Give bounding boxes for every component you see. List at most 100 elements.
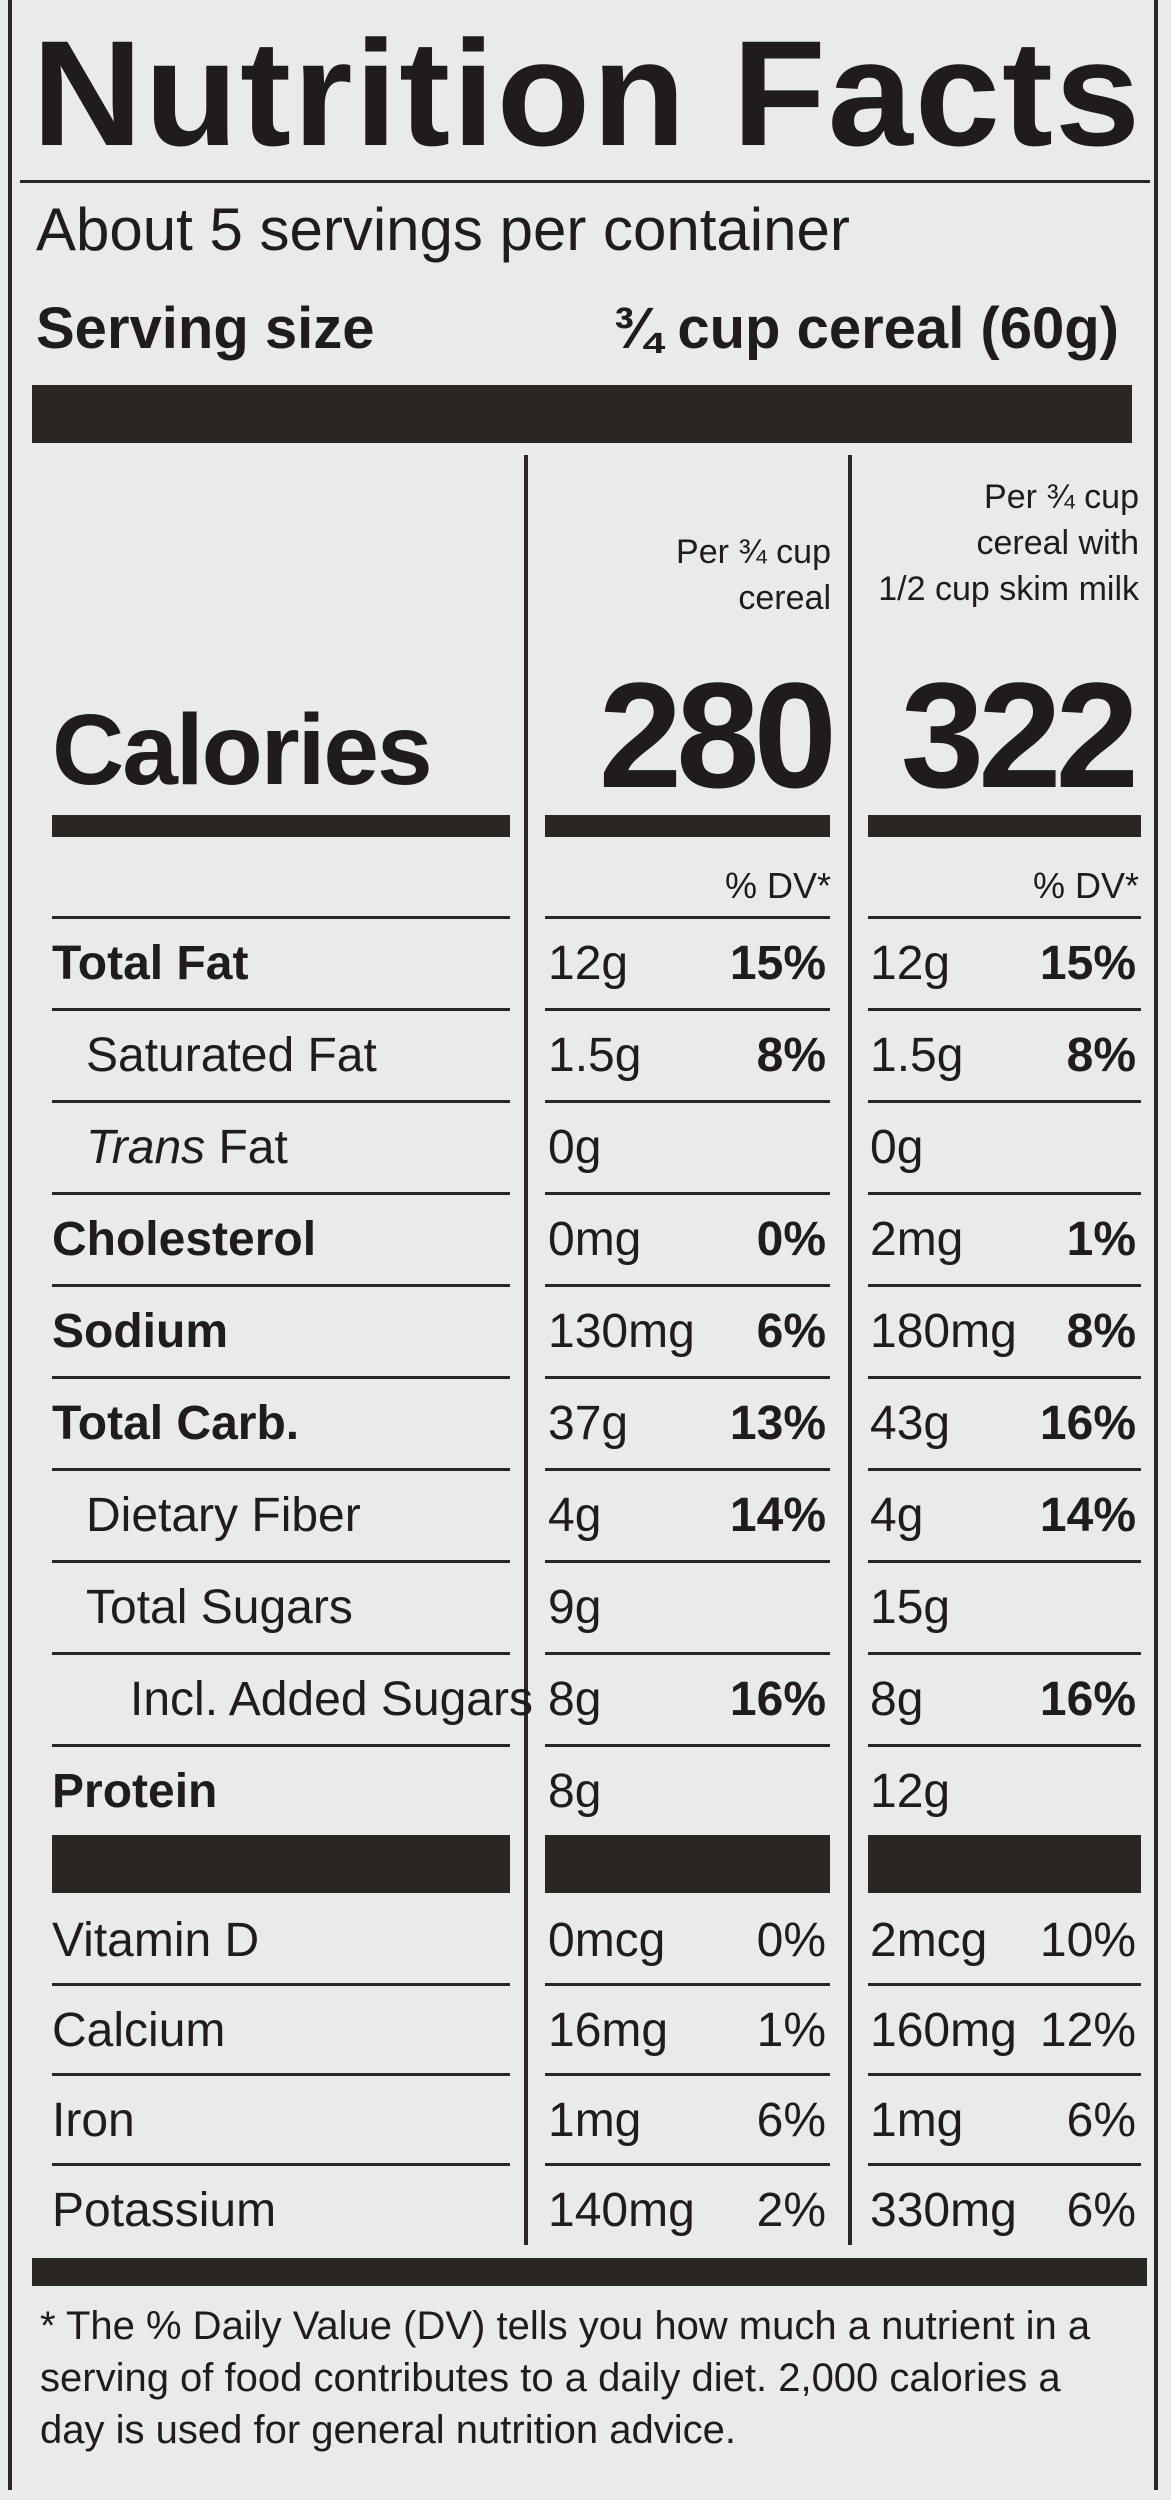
row-divider <box>545 1100 830 1103</box>
row-divider <box>868 1376 1141 1379</box>
col2-dv: 14% <box>1039 1489 1136 1542</box>
row-divider <box>868 1192 1141 1195</box>
calories-bar-1 <box>52 815 510 837</box>
vitamin-divider <box>868 2163 1141 2166</box>
col2-header-line3: 1/2 cup skim milk <box>878 569 1139 608</box>
thick-bar-top <box>32 385 1132 443</box>
col2-amount: 2mg <box>870 1213 964 1266</box>
label-title: Nutrition Facts <box>32 9 1143 177</box>
nutrient-label: Incl. Added Sugars <box>130 1673 533 1726</box>
vitamin-col2-amount: 160mg <box>870 2004 1017 2057</box>
nutrient-label: Saturated Fat <box>86 1029 377 1082</box>
col2-dv: 16% <box>1039 1673 1136 1726</box>
calories-bar-2 <box>545 815 830 837</box>
vitamin-divider <box>52 2163 510 2166</box>
col1-dv: 15% <box>729 937 826 990</box>
vitamin-divider <box>545 1983 830 1986</box>
vitamin-label: Potassium <box>52 2184 277 2237</box>
vitamin-col1-dv: 2% <box>756 2184 826 2237</box>
title-rule <box>20 180 1150 183</box>
vitamin-col2-amount: 330mg <box>870 2184 1017 2237</box>
row-divider <box>52 1100 510 1103</box>
row-divider <box>52 1468 510 1471</box>
vitamin-bar-2 <box>545 1835 830 1893</box>
col2-header: Per ¾ cup cereal with 1/2 cup skim milk <box>878 475 1139 613</box>
row-divider <box>868 1744 1141 1747</box>
row-divider <box>545 1744 830 1747</box>
col1-dv: 16% <box>729 1673 826 1726</box>
col2-header-line1: Per ¾ cup <box>984 478 1139 516</box>
vitamin-col1-amount: 140mg <box>548 2184 695 2237</box>
vitamin-col1-amount: 1mg <box>548 2094 642 2147</box>
vitamin-col2-dv: 10% <box>1039 1914 1136 1967</box>
row-divider <box>545 1284 830 1287</box>
vitamin-divider <box>545 2163 830 2166</box>
vitamin-bar-3 <box>868 1835 1141 1893</box>
row-divider <box>868 1468 1141 1471</box>
row-divider <box>868 916 1141 919</box>
calories-label: Calories <box>52 694 433 806</box>
vitamin-col2-dv: 12% <box>1039 2004 1136 2057</box>
vitamin-label: Calcium <box>52 2004 226 2057</box>
col2-amount: 4g <box>870 1489 924 1542</box>
col1-dv: 13% <box>729 1397 826 1450</box>
column-divider-1 <box>524 455 528 2245</box>
vitamin-divider <box>545 2073 830 2076</box>
nutrient-label: Total Sugars <box>86 1581 353 1634</box>
row-divider <box>545 916 830 919</box>
col2-amount: 1.5g <box>870 1029 964 1082</box>
col1-amount: 9g <box>548 1581 602 1634</box>
label-border <box>8 0 1158 2490</box>
col1-amount: 8g <box>548 1673 602 1726</box>
col2-amount: 0g <box>870 1121 924 1174</box>
row-divider <box>52 1376 510 1379</box>
vitamin-col2-dv: 6% <box>1066 2184 1136 2237</box>
vitamin-divider <box>868 1983 1141 1986</box>
vitamin-bar-1 <box>52 1835 510 1893</box>
vitamin-col2-dv: 6% <box>1066 2094 1136 2147</box>
row-divider <box>545 1008 830 1011</box>
vitamin-label: Vitamin D <box>52 1914 260 1967</box>
vitamin-col2-amount: 2mcg <box>870 1914 988 1967</box>
col2-amount: 12g <box>870 1765 951 1818</box>
serving-size-value: ¾ cup cereal (60g) <box>612 296 1119 361</box>
col1-amount: 12g <box>548 937 629 990</box>
row-divider <box>868 1284 1141 1287</box>
row-divider <box>868 1100 1141 1103</box>
vitamin-col1-amount: 16mg <box>548 2004 669 2057</box>
vitamin-divider <box>868 2073 1141 2076</box>
vitamin-label: Iron <box>52 2094 135 2147</box>
row-divider <box>545 1468 830 1471</box>
col1-header: Per ¾ cup cereal <box>676 530 831 622</box>
calories-col2: 322 <box>900 651 1139 819</box>
column-divider-2 <box>848 455 852 2245</box>
col1-header-line2: cereal <box>738 578 831 617</box>
dv-header-col1: % DV* <box>724 865 831 906</box>
row-divider <box>52 916 510 919</box>
nutrient-label: Sodium <box>52 1305 228 1358</box>
col1-amount: 37g <box>548 1397 629 1450</box>
footnote: * The % Daily Value (DV) tells you how m… <box>40 2304 1091 2452</box>
col2-amount: 43g <box>870 1397 951 1450</box>
vitamin-col1-dv: 1% <box>756 2004 826 2057</box>
col1-amount: 0mg <box>548 1213 642 1266</box>
col1-dv: 8% <box>756 1029 826 1082</box>
row-divider <box>52 1560 510 1563</box>
col1-header-line1: Per ¾ cup <box>676 533 831 571</box>
col1-amount: 4g <box>548 1489 602 1542</box>
col2-amount: 12g <box>870 937 951 990</box>
nutrient-label: Protein <box>52 1765 218 1818</box>
col2-amount: 180mg <box>870 1305 1017 1358</box>
col1-dv: 14% <box>729 1489 826 1542</box>
col1-amount: 8g <box>548 1765 602 1818</box>
col2-amount: 8g <box>870 1673 924 1726</box>
col2-dv: 8% <box>1066 1305 1136 1358</box>
col1-amount: 0g <box>548 1121 602 1174</box>
col2-header-line2: cereal with <box>976 523 1139 562</box>
col2-dv: 1% <box>1066 1213 1136 1266</box>
nutrient-label-italic: Trans <box>86 1121 206 1174</box>
row-divider <box>545 1560 830 1563</box>
col2-dv: 16% <box>1039 1397 1136 1450</box>
row-divider <box>868 1652 1141 1655</box>
